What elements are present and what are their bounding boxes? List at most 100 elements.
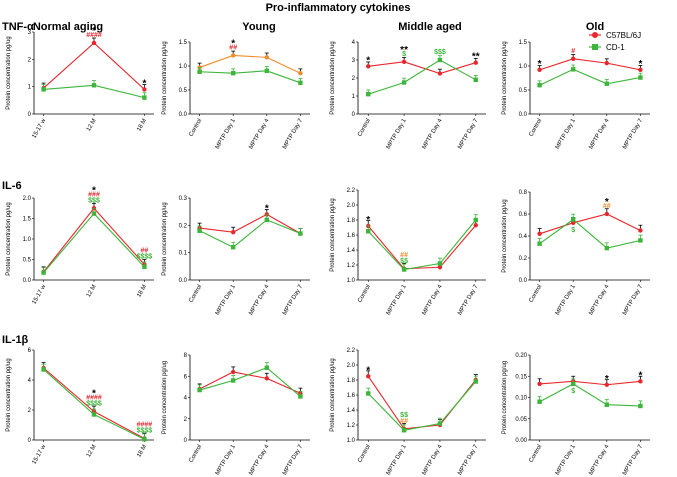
data-point-c57: [401, 59, 407, 64]
y-tick-label: 0.0: [519, 278, 528, 284]
chart-il1b-young: 0 2 4 6 8 Protein concentration pg/ug Control M…: [162, 353, 310, 476]
data-point-cd1: [604, 245, 609, 251]
data-point-cd1: [473, 77, 478, 82]
y-tick-label: 1.8: [347, 218, 356, 224]
x-tick-label: Control: [357, 118, 372, 138]
data-point-cd1: [41, 87, 46, 92]
significance-label: *: [92, 26, 96, 37]
data-point-c57: [473, 60, 478, 65]
significance-label: $: [402, 51, 406, 58]
data-point-cd1: [142, 264, 147, 270]
x-tick-label: MPTP Day 4: [588, 443, 610, 476]
y-tick-label: 2: [28, 57, 32, 63]
significance-label: ##: [400, 252, 408, 259]
data-point-cd1: [366, 229, 371, 234]
y-tick-label: 8: [184, 353, 188, 359]
data-point-c57: [298, 71, 303, 76]
significance-label: ####: [137, 422, 153, 429]
data-point-c57: [604, 211, 609, 217]
y-axis-label: Protein concentration pg/ug: [330, 358, 336, 431]
y-tick-label: 2: [352, 76, 356, 82]
chart-tnf-normal: 0 1 2 3 Protein concentration pg/ug 15-17 w 12…: [6, 26, 154, 139]
y-tick-label: 1: [352, 94, 356, 100]
chart-il6-young: 0.0 0.1 0.2 0.3 Protein concentration pg/ug C…: [162, 196, 310, 316]
figure-title: Pro-inflammatory cytokines: [266, 2, 411, 14]
data-point-c57: [571, 56, 576, 61]
legend: C57BL/6J CD-1: [589, 31, 641, 52]
y-tick-label: 4: [352, 40, 356, 46]
x-tick-label: MPTP Day 4: [588, 283, 610, 316]
y-axis-label: Protein concentration pg/ug: [6, 36, 12, 109]
data-point-c57: [366, 64, 371, 69]
data-point-cd1: [604, 402, 609, 407]
x-tick-label: MPTP Day 7: [622, 283, 644, 316]
y-axis-label: Protein concentration pg/ug: [502, 41, 508, 114]
y-tick-label: 0: [352, 112, 356, 118]
y-tick-label: 0.5: [179, 88, 188, 94]
x-tick-label: MPTP Day 7: [457, 117, 479, 150]
significance-label: $$$$: [137, 428, 153, 435]
data-point-c57: [537, 381, 542, 387]
series-line-c57: [368, 61, 476, 75]
x-tick-label: MPTP Day 4: [422, 283, 444, 316]
data-point-cd1: [231, 378, 236, 383]
y-tick-label: 0.4: [519, 234, 528, 240]
y-tick-label: 1.0: [347, 438, 356, 444]
x-tick-label: MPTP Day 7: [282, 117, 304, 150]
data-point-c57: [231, 369, 236, 375]
y-tick-label: 6: [184, 374, 188, 380]
y-tick-label: 1.5: [23, 217, 32, 223]
y-tick-label: 0.0: [23, 278, 32, 284]
data-point-c57: [91, 40, 97, 46]
significance-label: $: [571, 227, 575, 234]
significance-label: *: [92, 389, 96, 400]
data-point-cd1: [437, 57, 443, 63]
y-tick-label: 0.0: [179, 278, 188, 284]
data-point-cd1: [197, 387, 202, 393]
significance-label: *: [605, 197, 609, 208]
significance-label: *: [366, 215, 370, 226]
y-tick-label: 0.0: [519, 112, 528, 118]
significance-label: $$$: [88, 197, 100, 204]
data-point-c57: [571, 220, 576, 225]
y-axis-label: Protein concentration pg/ug: [162, 41, 168, 114]
significance-label: ##: [400, 418, 408, 425]
x-tick-label: 12 M: [86, 284, 98, 299]
chart-il1b-normal: 0 2 4 6 Protein concentration pg/ug 15-17 w 12…: [6, 348, 154, 465]
data-point-c57: [604, 60, 609, 66]
y-tick-label: 4: [28, 378, 32, 384]
row-title-il6: IL-6: [2, 180, 22, 192]
data-point-cd1: [401, 428, 407, 433]
data-point-cd1: [197, 69, 202, 74]
data-point-c57: [231, 229, 236, 235]
data-point-c57: [437, 71, 443, 76]
y-tick-label: 1.2: [347, 423, 356, 429]
data-point-c57: [638, 228, 643, 233]
data-point-cd1: [638, 403, 643, 409]
y-axis-label: Protein concentration pg/ug: [162, 361, 168, 434]
data-point-cd1: [366, 92, 371, 97]
y-tick-label: 0.10: [515, 396, 527, 402]
data-point-cd1: [41, 270, 46, 275]
data-point-c57: [437, 265, 443, 270]
series-line-c57: [367, 375, 477, 430]
data-point-cd1: [537, 241, 542, 246]
x-tick-label: Control: [528, 118, 543, 138]
x-tick-label: MPTP Day 1: [215, 117, 237, 150]
data-point-cd1: [91, 412, 97, 417]
x-tick-label: 18 M: [136, 284, 148, 299]
y-tick-label: 0: [28, 112, 32, 118]
data-point-cd1: [537, 83, 542, 88]
y-tick-label: 0: [28, 438, 32, 444]
data-point-c57: [231, 53, 236, 58]
series-line-cd1: [199, 219, 301, 248]
x-tick-label: MPTP Day 1: [215, 283, 237, 316]
y-tick-label: 2.0: [347, 363, 356, 369]
significance-label: **: [400, 45, 408, 56]
x-tick-label: MPTP Day 4: [422, 443, 444, 476]
y-axis-label: Protein concentration pg/ug: [330, 41, 336, 114]
data-point-cd1: [298, 80, 303, 85]
data-point-cd1: [473, 217, 478, 223]
x-tick-label: MPTP Day 4: [422, 117, 444, 150]
x-tick-label: MPTP Day 1: [555, 117, 577, 150]
